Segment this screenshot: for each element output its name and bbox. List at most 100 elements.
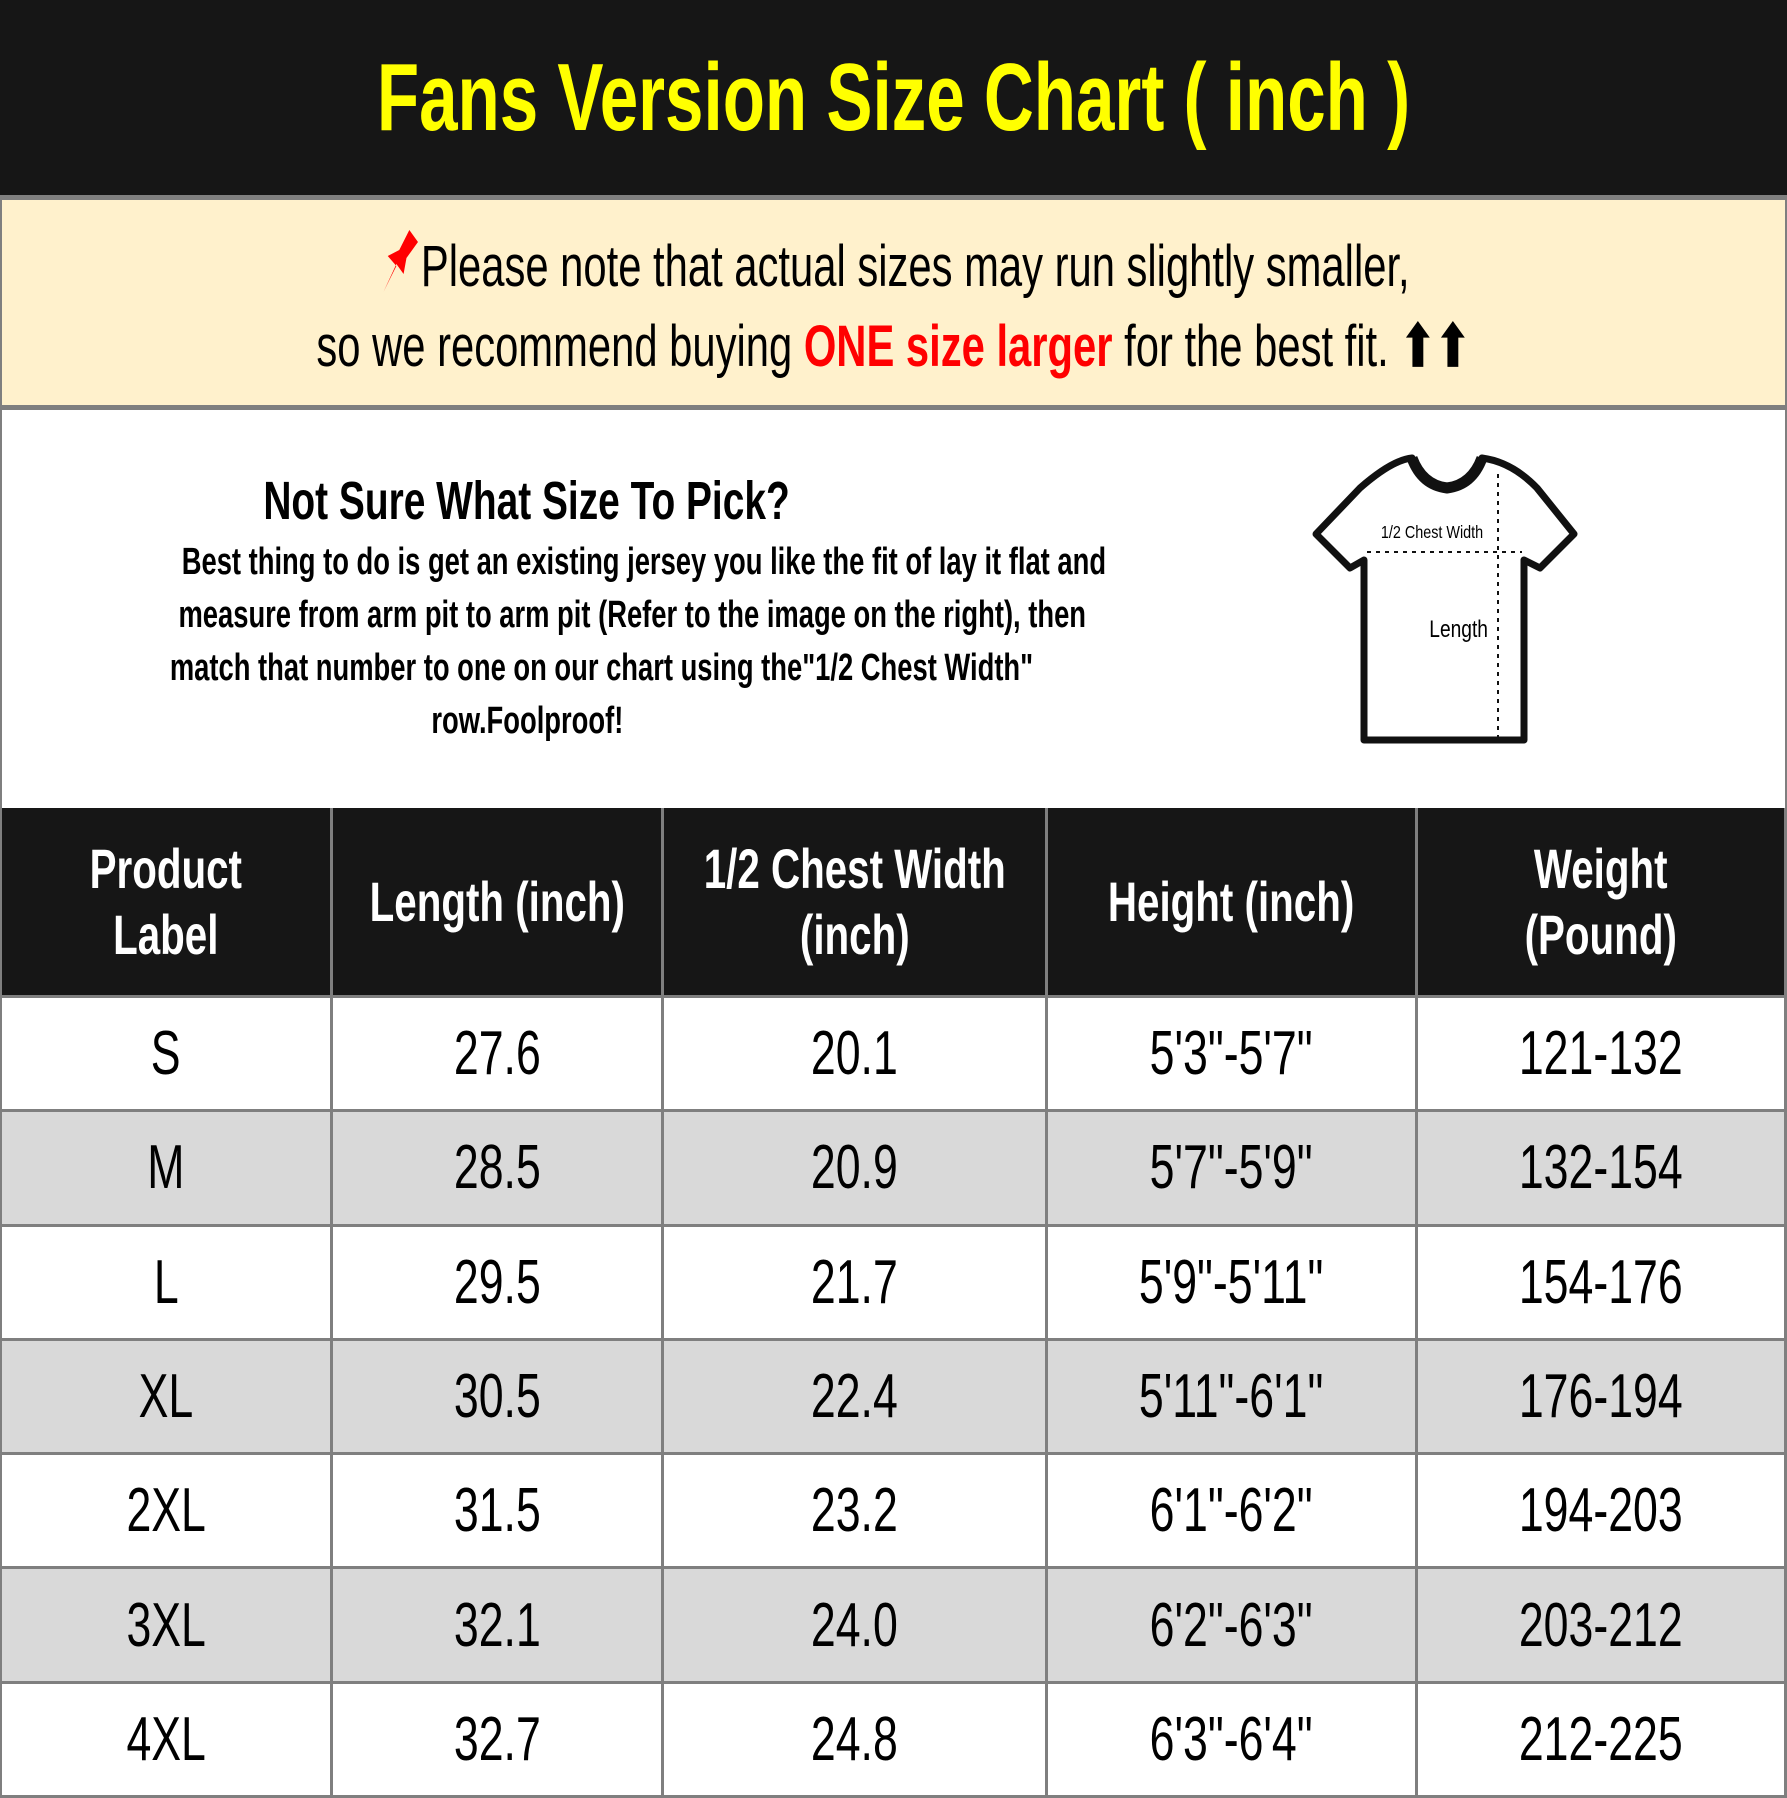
cell-value: 154-176	[1519, 1247, 1683, 1317]
column-header: Length (inch)	[333, 808, 664, 998]
column-header-label: Weight (Pound)	[1524, 836, 1678, 966]
table-cell: 22.4	[664, 1340, 1048, 1456]
table-cell: XL	[0, 1340, 333, 1456]
table-cell: 121-132	[1418, 998, 1787, 1113]
table-row: 4XL 32.7 24.8 6'3"-6'4" 212-225	[0, 1683, 1787, 1798]
page-title: Fans Version Size Chart ( inch )	[376, 43, 1411, 151]
cell-value: 5'11"-6'1"	[1139, 1362, 1324, 1432]
cell-value: 5'7"-5'9"	[1150, 1133, 1313, 1203]
table-row: XL 30.5 22.4 5'11"-6'1" 176-194	[0, 1340, 1787, 1456]
help-line: measure from arm pit to arm pit (Refer t…	[178, 594, 1087, 636]
table-cell: 21.7	[664, 1226, 1048, 1341]
table-cell: 5'3"-5'7"	[1048, 998, 1418, 1113]
cell-value: 28.5	[453, 1133, 541, 1203]
up-arrows-icon: ⬆⬆	[1400, 314, 1471, 379]
table-cell: 154-176	[1418, 1226, 1787, 1341]
table-cell: 20.9	[664, 1112, 1048, 1227]
cell-value: 32.7	[453, 1704, 541, 1774]
note-text-2b: for the best fit.	[1112, 314, 1389, 379]
column-header-label: Length (inch)	[369, 869, 625, 933]
note-line-1: Please note that actual sizes may run sl…	[2, 230, 1785, 300]
table-cell: S	[0, 998, 333, 1113]
table-cell: 194-203	[1418, 1455, 1787, 1570]
cell-value: 32.1	[453, 1590, 541, 1660]
table-cell: 24.0	[664, 1569, 1048, 1684]
cell-value: L	[153, 1247, 179, 1317]
table-cell: 32.7	[333, 1683, 664, 1798]
cell-value: S	[151, 1019, 181, 1089]
table-cell: 132-154	[1418, 1112, 1787, 1227]
table-cell: 203-212	[1418, 1569, 1787, 1684]
table-cell: 5'7"-5'9"	[1048, 1112, 1418, 1227]
tshirt-diagram: 1/2 Chest Width Length	[1312, 454, 1578, 744]
title-bar: Fans Version Size Chart ( inch )	[0, 0, 1787, 195]
cell-value: 23.2	[811, 1476, 898, 1546]
cell-value: 6'2"-6'3"	[1150, 1590, 1313, 1660]
column-header-label: Product Label	[89, 836, 243, 966]
cell-value: 30.5	[453, 1362, 541, 1432]
table-cell: M	[0, 1112, 333, 1227]
size-note: Please note that actual sizes may run sl…	[0, 195, 1787, 410]
cell-value: 121-132	[1519, 1019, 1683, 1089]
column-header: Height (inch)	[1048, 808, 1418, 998]
note-text-2a: so we recommend buying	[316, 314, 804, 379]
note-text-1: Please note that actual sizes may run sl…	[420, 234, 1410, 299]
table-row: 2XL 31.5 23.2 6'1"-6'2" 194-203	[0, 1455, 1787, 1570]
table-cell: 5'9"-5'11"	[1048, 1226, 1418, 1341]
note-highlight: ONE size larger	[803, 314, 1113, 379]
table-cell: 23.2	[664, 1455, 1048, 1570]
column-header: Weight (Pound)	[1418, 808, 1787, 998]
column-header: 1/2 Chest Width (inch)	[664, 808, 1048, 998]
pushpin-icon	[383, 230, 418, 292]
size-help-section: Not Sure What Size To Pick? Best thing t…	[0, 410, 1787, 808]
cell-value: 5'9"-5'11"	[1139, 1247, 1324, 1317]
cell-value: 24.8	[811, 1704, 898, 1774]
cell-value: 27.6	[453, 1019, 541, 1089]
cell-value: 6'1"-6'2"	[1150, 1476, 1313, 1546]
cell-value: 22.4	[811, 1362, 898, 1432]
table-cell: 20.1	[664, 998, 1048, 1113]
table-cell: 3XL	[0, 1569, 333, 1684]
help-line: row.Foolproof!	[431, 700, 623, 742]
help-line: match that number to one on our chart us…	[169, 647, 1034, 689]
table-row: L 29.5 21.7 5'9"-5'11" 154-176	[0, 1226, 1787, 1341]
note-line-2: so we recommend buying ONE size larger f…	[2, 312, 1785, 380]
help-line: Best thing to do is get an existing jers…	[181, 541, 1107, 583]
cell-value: 20.1	[811, 1019, 898, 1089]
table-cell: 28.5	[333, 1112, 664, 1227]
cell-value: 3XL	[126, 1590, 206, 1660]
cell-value: M	[147, 1133, 185, 1203]
table-cell: 24.8	[664, 1683, 1048, 1798]
cell-value: 20.9	[811, 1133, 898, 1203]
table-row: M 28.5 20.9 5'7"-5'9" 132-154	[0, 1112, 1787, 1227]
table-cell: 30.5	[333, 1340, 664, 1456]
cell-value: 132-154	[1519, 1133, 1683, 1203]
cell-value: 21.7	[811, 1247, 898, 1317]
table-cell: 32.1	[333, 1569, 664, 1684]
table-cell: L	[0, 1226, 333, 1341]
table-cell: 6'1"-6'2"	[1048, 1455, 1418, 1570]
table-cell: 4XL	[0, 1683, 333, 1798]
table-header: Product Label Length (inch) 1/2 Chest Widt…	[0, 808, 1787, 998]
cell-value: 4XL	[126, 1704, 206, 1774]
cell-value: 24.0	[811, 1590, 898, 1660]
table-cell: 176-194	[1418, 1340, 1787, 1456]
column-header-label: 1/2 Chest Width (inch)	[703, 836, 1006, 966]
table-cell: 6'3"-6'4"	[1048, 1683, 1418, 1798]
table-cell: 5'11"-6'1"	[1048, 1340, 1418, 1456]
cell-value: 212-225	[1519, 1704, 1683, 1774]
table-row: S 27.6 20.1 5'3"-5'7" 121-132	[0, 998, 1787, 1113]
cell-value: 2XL	[126, 1476, 206, 1546]
table-cell: 212-225	[1418, 1683, 1787, 1798]
cell-value: 194-203	[1519, 1476, 1683, 1546]
size-table: Product Label Length (inch) 1/2 Chest Widt…	[0, 808, 1787, 1798]
table-cell: 2XL	[0, 1455, 333, 1570]
chest-width-label: 1/2 Chest Width	[1381, 523, 1483, 543]
cell-value: 29.5	[453, 1247, 541, 1317]
cell-value: 6'3"-6'4"	[1150, 1704, 1313, 1774]
cell-value: 203-212	[1519, 1590, 1683, 1660]
cell-value: XL	[138, 1362, 194, 1432]
cell-value: 176-194	[1519, 1362, 1683, 1432]
length-label: Length	[1429, 615, 1488, 643]
column-header: Product Label	[0, 808, 333, 998]
